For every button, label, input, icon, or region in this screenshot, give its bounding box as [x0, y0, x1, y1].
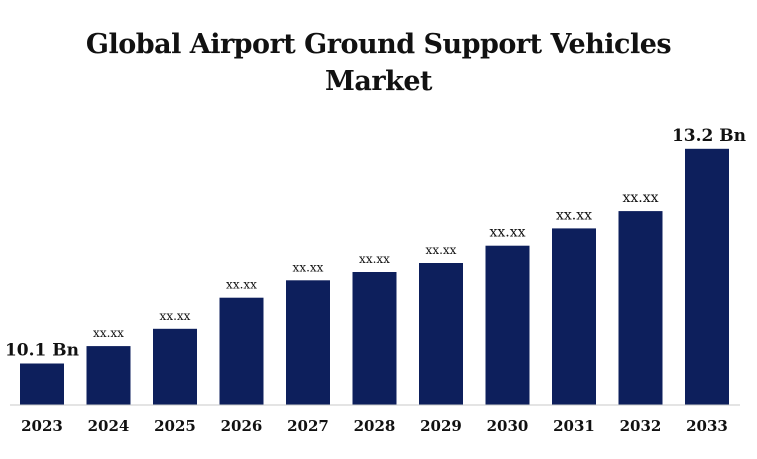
- chart-title: Global Airport Ground Support Vehicles M…: [0, 26, 757, 100]
- data-label-2028: xx.xx: [359, 252, 390, 266]
- bar-2029: [419, 263, 463, 405]
- bar-2030: [485, 245, 530, 405]
- chart-title-line-2: Market: [325, 66, 432, 97]
- bar-2024: [86, 346, 131, 405]
- data-label-2032: xx.xx: [622, 190, 658, 206]
- data-labels: 10.1 Bn xx.xx xx.xx xx.xx xx.xx xx.xx xx.xx xx.…: [5, 126, 746, 361]
- x-tick-label-2025: 2025: [154, 417, 196, 435]
- bar-2033: [685, 148, 729, 406]
- bar-2023: [20, 363, 64, 405]
- x-tick-label-2026: 2026: [221, 417, 263, 435]
- data-label-2031: xx.xx: [556, 207, 592, 223]
- bar-2032: [618, 211, 663, 405]
- chart-title-line-1: Global Airport Ground Support Vehicles: [85, 29, 672, 60]
- x-tick-label-2029: 2029: [420, 417, 462, 435]
- data-label-2027: xx.xx: [293, 260, 324, 274]
- bar-2028: [352, 272, 397, 405]
- x-tick-label-2027: 2027: [287, 417, 329, 435]
- bars-group: [20, 148, 729, 406]
- bar-2025: [153, 328, 197, 405]
- data-label-2033: 13.2 Bn: [672, 126, 746, 146]
- x-tick-label-2033: 2033: [686, 417, 728, 435]
- x-tick-label-2030: 2030: [487, 417, 529, 435]
- x-tick-label-2031: 2031: [553, 417, 595, 435]
- x-tick-label-2023: 2023: [21, 417, 63, 435]
- data-label-2029: xx.xx: [426, 243, 457, 257]
- data-label-2024: xx.xx: [93, 326, 124, 340]
- x-tick-label-2024: 2024: [88, 417, 130, 435]
- x-tick-labels: 2023 2024 2025 2026 2027 2028 2029 2030 2031 2032…: [21, 417, 728, 435]
- x-tick-label-2028: 2028: [354, 417, 396, 435]
- bar-2027: [286, 280, 330, 405]
- data-label-2025: xx.xx: [160, 309, 191, 323]
- bar-2026: [219, 297, 264, 405]
- data-label-2030: xx.xx: [489, 225, 525, 241]
- bar-2031: [552, 228, 596, 405]
- x-tick-label-2032: 2032: [620, 417, 662, 435]
- data-label-2026: xx.xx: [226, 278, 257, 292]
- data-label-2023: 10.1 Bn: [5, 341, 79, 361]
